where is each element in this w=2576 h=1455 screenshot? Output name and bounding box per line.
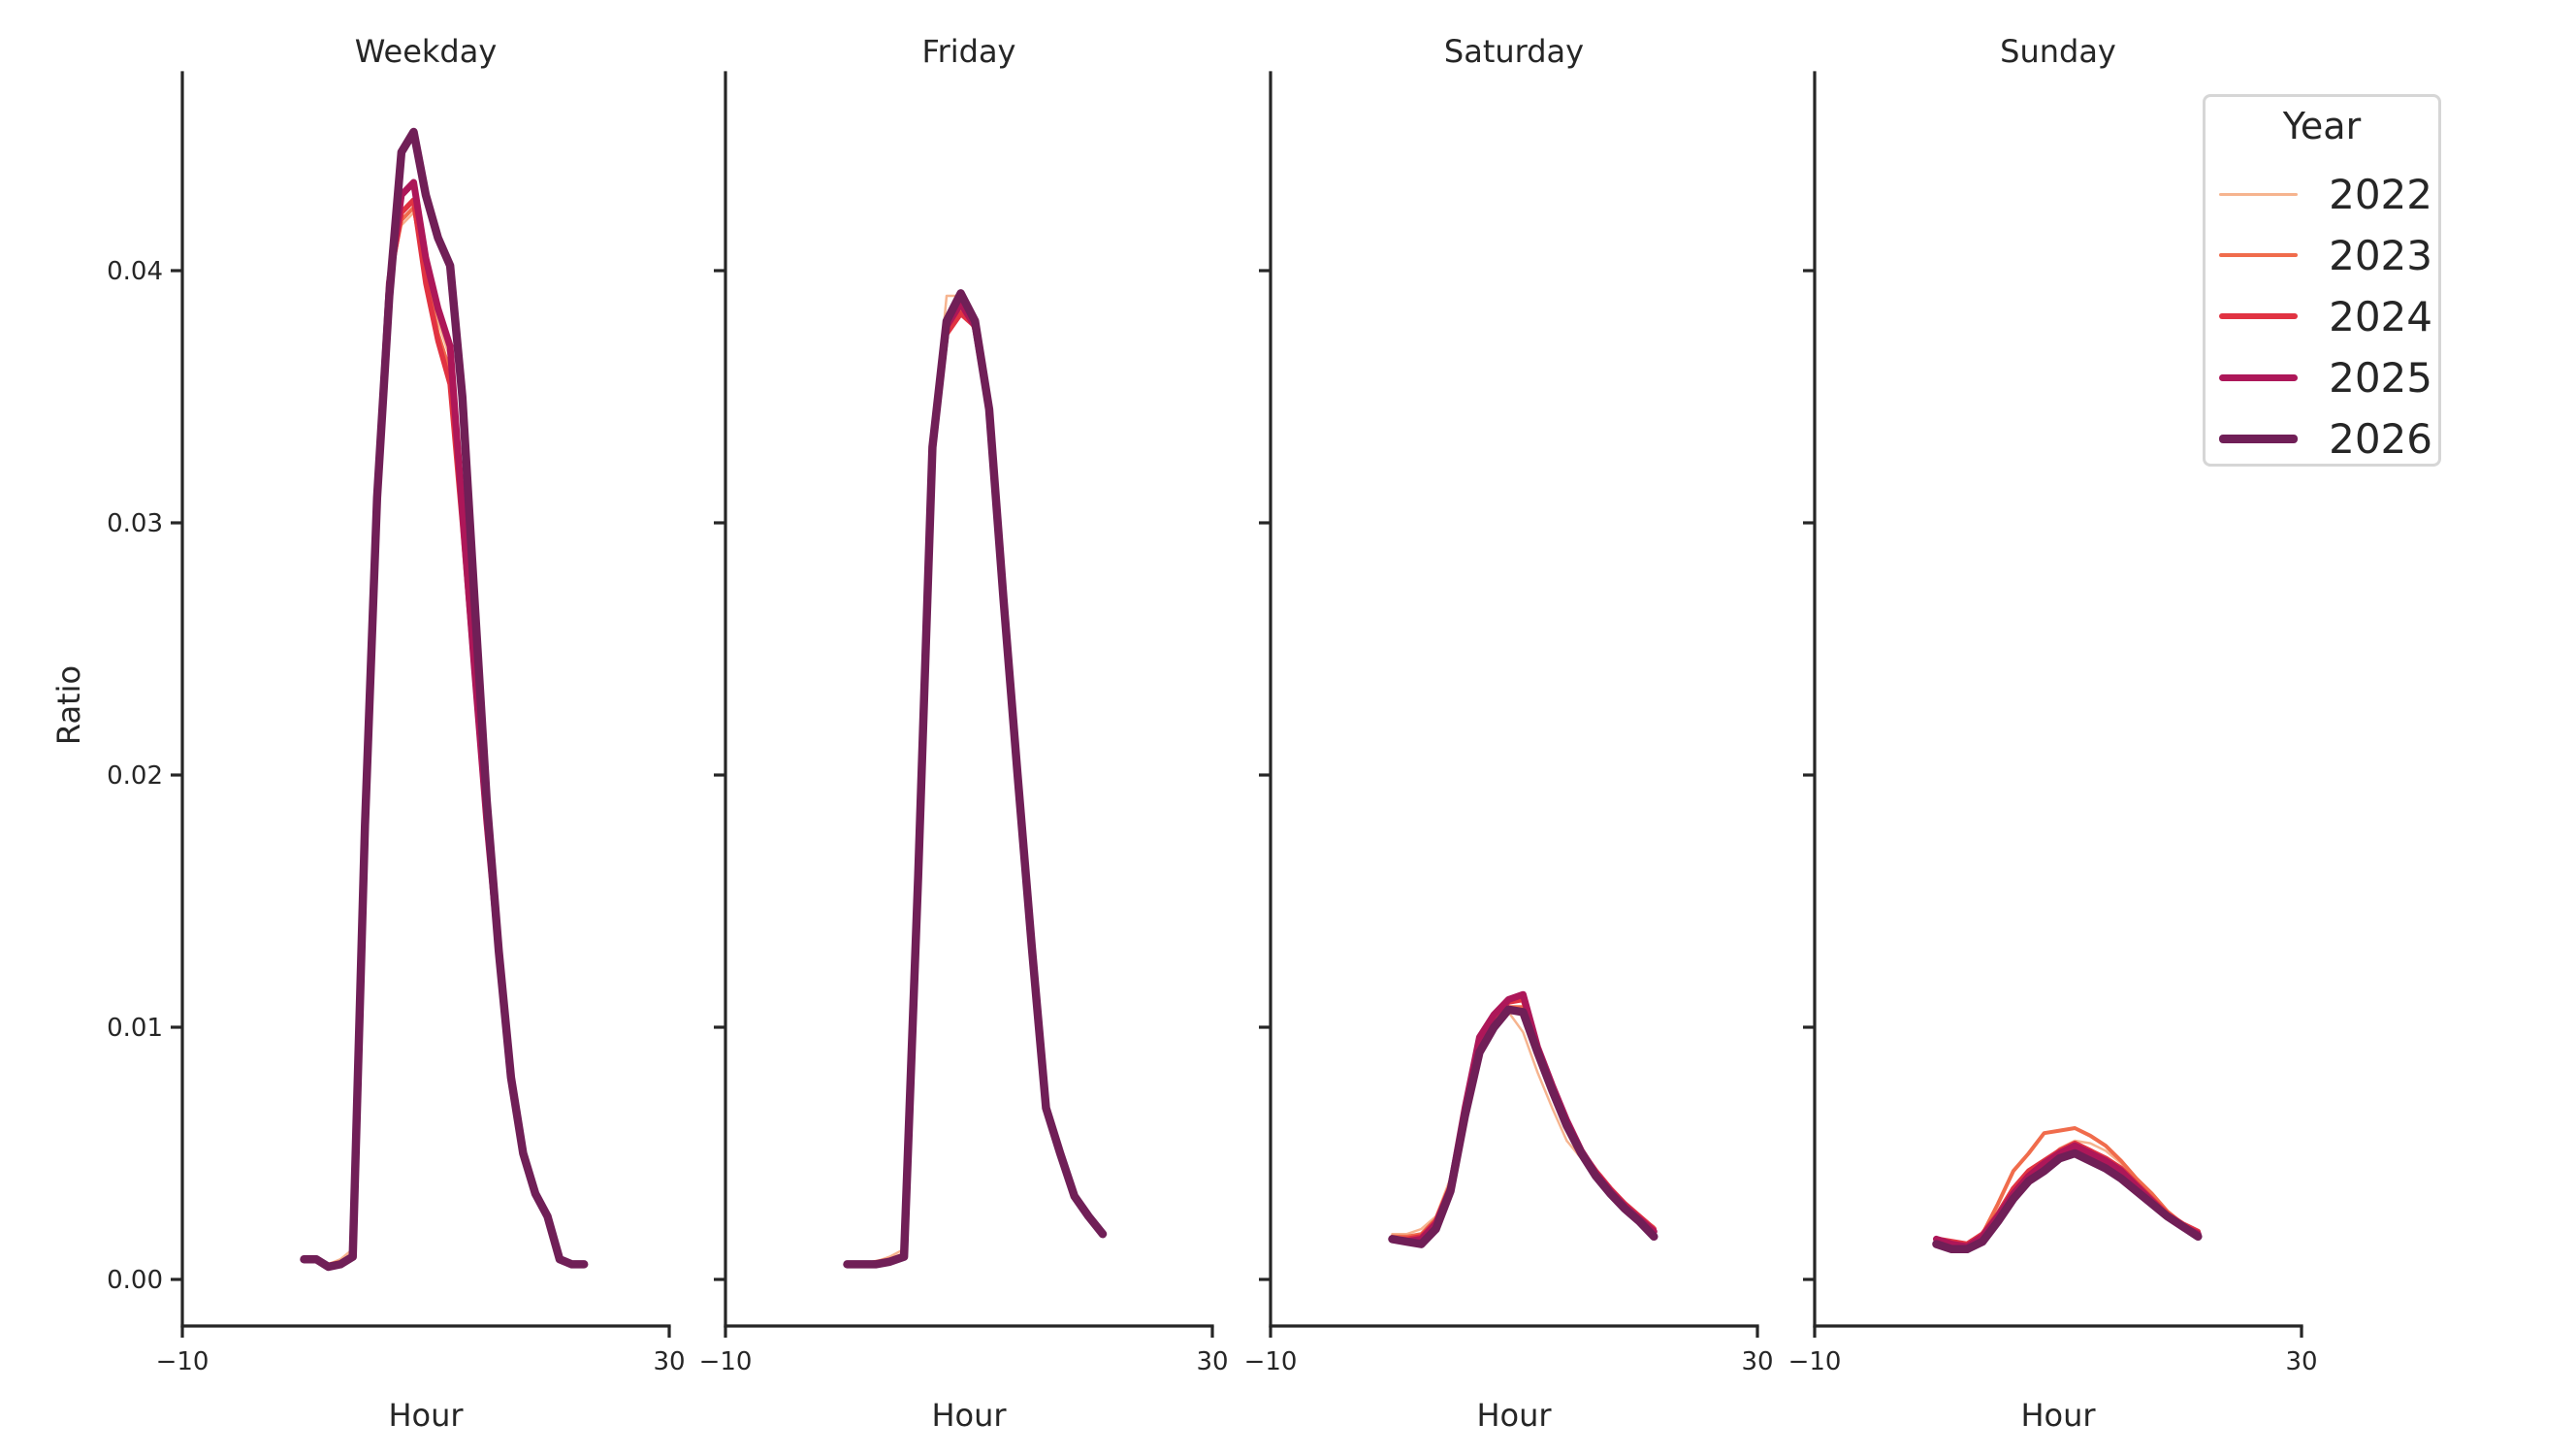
legend-label: 2023 <box>2329 231 2432 279</box>
y-tick-label: 0.02 <box>107 761 163 791</box>
legend-label: 2024 <box>2329 292 2432 340</box>
legend-item-2024: 2024 <box>2219 287 2432 345</box>
x-tick-label: 30 <box>653 1347 685 1376</box>
legend-item-2025: 2025 <box>2219 348 2432 406</box>
series-line-2024 <box>301 197 587 1270</box>
legend-swatch-2022 <box>2219 192 2299 196</box>
x-tick-label: −10 <box>156 1347 209 1376</box>
panel-title: Weekday <box>355 33 498 70</box>
series-line-2026 <box>843 289 1108 1269</box>
x-axis-label: Hour <box>1476 1397 1552 1434</box>
series-line-2025 <box>844 300 1107 1268</box>
x-axis-label: Hour <box>388 1397 464 1434</box>
series-line-2025 <box>301 178 588 1271</box>
series-line-2023 <box>845 307 1105 1267</box>
y-tick-label: 0.01 <box>107 1014 163 1043</box>
legend-item-2023: 2023 <box>2219 226 2432 284</box>
legend-label: 2022 <box>2329 170 2432 218</box>
x-tick-label: −10 <box>1788 1347 1842 1376</box>
legend-swatch-2026 <box>2219 434 2299 443</box>
y-tick-label: 0.03 <box>107 509 163 538</box>
legend-item-2022: 2022 <box>2219 165 2432 223</box>
legend-label: 2026 <box>2329 414 2432 463</box>
legend-item-2026: 2026 <box>2219 409 2432 468</box>
panel-title: Sunday <box>2000 33 2116 70</box>
series-line-2022 <box>846 294 1105 1266</box>
series-line-2024 <box>844 310 1106 1268</box>
panel-sunday: Sunday −10 30 Hour <box>1788 33 2318 1434</box>
x-tick-label: 30 <box>1196 1347 1228 1376</box>
series-line-2026 <box>1932 1148 2203 1254</box>
x-tick-label: 30 <box>1741 1347 1773 1376</box>
x-tick-label: −10 <box>1244 1347 1298 1376</box>
y-tick-label: 0.00 <box>107 1266 163 1295</box>
panel-saturday: Saturday −10 30 Hour <box>1244 33 1774 1434</box>
x-axis-label: Hour <box>931 1397 1007 1434</box>
panel-title: Saturday <box>1444 33 1584 70</box>
legend-swatch-2024 <box>2219 313 2299 319</box>
panel-title: Friday <box>922 33 1016 70</box>
legend-swatch-2023 <box>2219 253 2299 257</box>
y-axis-label: Ratio <box>50 665 87 745</box>
panel-friday: Friday −10 30 Hour <box>699 33 1229 1434</box>
series-line-2026 <box>300 127 589 1272</box>
series-line-2026 <box>1388 1005 1658 1248</box>
legend-label: 2025 <box>2329 353 2432 402</box>
x-tick-label: −10 <box>699 1347 753 1376</box>
legend: Year 2022 2023 2024 2025 2026 <box>2203 94 2441 467</box>
x-tick-label: 30 <box>2285 1347 2317 1376</box>
series-line-2025 <box>1933 1142 2202 1250</box>
legend-swatch-2025 <box>2219 373 2299 381</box>
panel-weekday: Weekday 0.00 0.01 0.02 0.03 0.04 −10 30 Hour <box>107 33 685 1434</box>
x-axis-label: Hour <box>2020 1397 2096 1434</box>
y-tick-label: 0.04 <box>107 257 163 286</box>
legend-title: Year <box>2282 105 2362 147</box>
